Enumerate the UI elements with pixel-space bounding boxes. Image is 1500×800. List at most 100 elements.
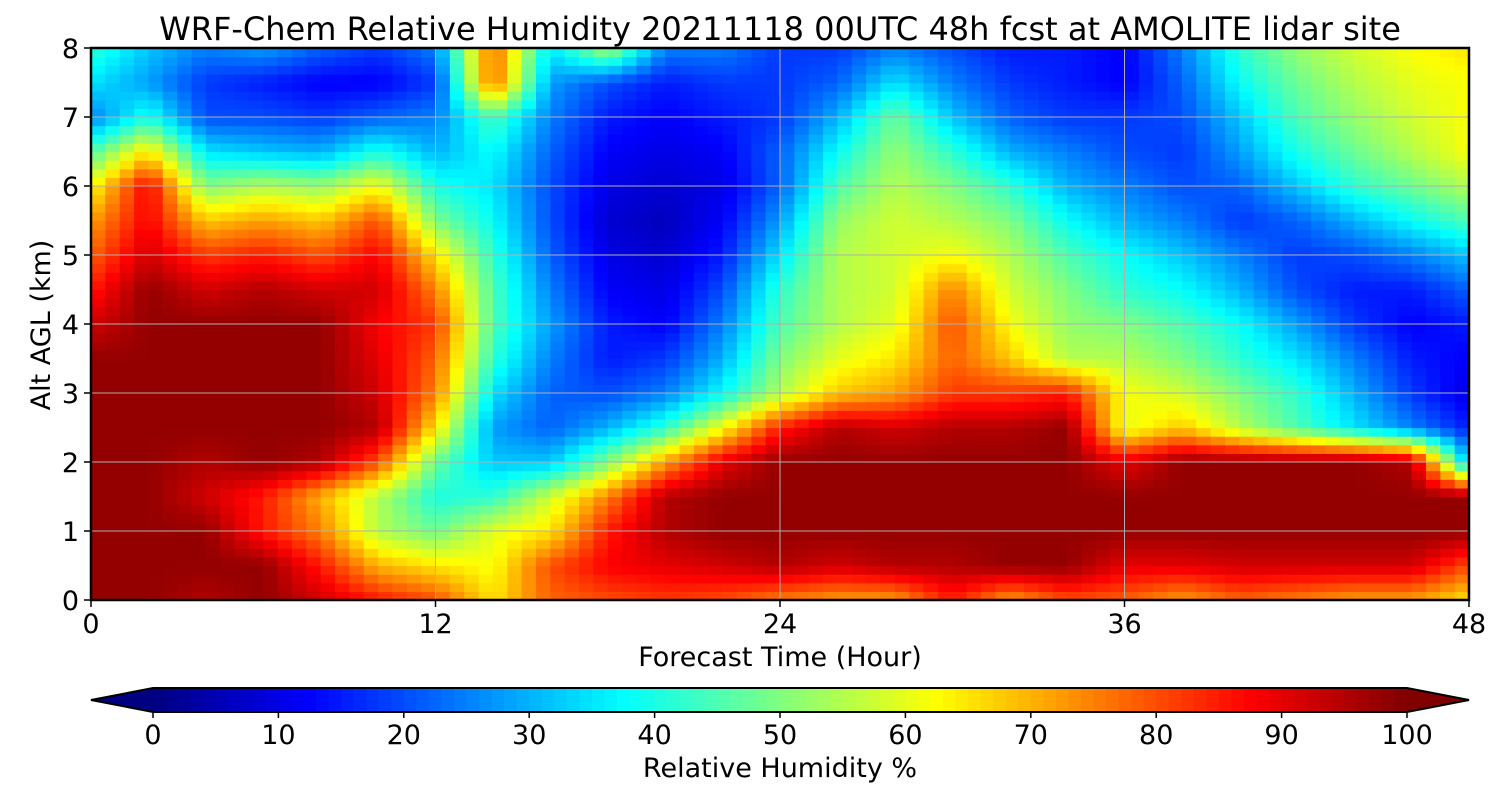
heatmap-cell [248, 565, 264, 575]
heatmap-cell [91, 565, 106, 575]
heatmap-cell [1210, 246, 1226, 256]
heatmap-cell [966, 591, 982, 600]
heatmap-cell [464, 427, 480, 437]
heatmap-cell [1081, 384, 1097, 394]
heatmap-cell [607, 151, 623, 161]
heatmap-cell [1397, 565, 1413, 575]
heatmap-cell [1124, 367, 1140, 377]
heatmap-cell [1052, 168, 1068, 178]
heatmap-cell [134, 324, 150, 334]
heatmap-cell [492, 556, 508, 567]
heatmap-cell [866, 436, 882, 446]
heatmap-cell [1368, 324, 1384, 334]
heatmap-cell [1196, 418, 1212, 429]
heatmap-cell [665, 574, 681, 584]
heatmap-cell [980, 298, 996, 308]
heatmap-cell [191, 324, 207, 334]
heatmap-cell [91, 418, 106, 429]
heatmap-cell [1440, 298, 1456, 308]
heatmap-cell [91, 591, 106, 600]
heatmap-cell [91, 531, 106, 541]
heatmap-cell [1124, 324, 1140, 334]
heatmap-cell [162, 393, 178, 403]
heatmap-cell [622, 332, 638, 342]
heatmap-cell [392, 306, 408, 316]
heatmap-cell [306, 160, 322, 170]
heatmap-cell [349, 211, 365, 222]
heatmap-cell [248, 522, 264, 532]
heatmap-cell [665, 220, 681, 230]
heatmap-cell [1052, 513, 1068, 523]
heatmap-cell [148, 142, 164, 153]
heatmap-cell [1210, 332, 1226, 342]
heatmap-cell [1311, 298, 1327, 308]
heatmap-cell [1296, 410, 1312, 420]
heatmap-cell [535, 574, 551, 584]
heatmap-cell [823, 410, 839, 420]
heatmap-cell [1282, 306, 1298, 316]
heatmap-cell [650, 444, 666, 454]
heatmap-cell [1167, 505, 1183, 515]
heatmap-cell [464, 255, 480, 265]
heatmap-cell [263, 410, 279, 420]
heatmap-cell [593, 582, 609, 592]
heatmap-cell [1454, 168, 1469, 178]
heatmap-cell [1009, 462, 1025, 472]
heatmap-cell [248, 539, 264, 549]
heatmap-cell [1224, 203, 1240, 213]
heatmap-cell [1210, 513, 1226, 523]
heatmap-cell [1024, 444, 1039, 454]
heatmap-cell [579, 522, 594, 532]
heatmap-cell [736, 298, 752, 308]
heatmap-cell [966, 505, 982, 515]
heatmap-cell [1425, 539, 1441, 549]
heatmap-cell [780, 168, 795, 178]
heatmap-cell [1239, 255, 1255, 265]
heatmap-cell [952, 470, 968, 480]
heatmap-cell [119, 237, 135, 247]
heatmap-cell [894, 211, 910, 222]
heatmap-cell [837, 220, 853, 230]
heatmap-cell [765, 367, 781, 377]
heatmap-cell [794, 582, 810, 592]
heatmap-cell [1339, 220, 1355, 230]
heatmap-cell [521, 298, 537, 308]
heatmap-cell [751, 151, 767, 161]
heatmap-cell [765, 427, 781, 437]
heatmap-cell [708, 487, 724, 498]
heatmap-cell [1253, 298, 1269, 308]
heatmap-cell [478, 556, 494, 567]
heatmap-cell [1224, 349, 1240, 360]
heatmap-cell [392, 280, 408, 291]
heatmap-cell [507, 211, 523, 222]
heatmap-cell [162, 151, 178, 161]
heatmap-cell [1110, 436, 1126, 446]
heatmap-cell [1339, 255, 1355, 265]
heatmap-cell [1138, 418, 1154, 429]
heatmap-cell [421, 289, 437, 299]
heatmap-cell [1210, 367, 1226, 377]
heatmap-cell [220, 401, 236, 411]
heatmap-cell [220, 470, 236, 480]
heatmap-cell [966, 453, 982, 463]
heatmap-cell [277, 298, 293, 308]
heatmap-cell [220, 367, 236, 377]
heatmap-cell [679, 565, 695, 575]
heatmap-cell [306, 505, 322, 515]
heatmap-cell [693, 367, 709, 377]
heatmap-cell [91, 341, 106, 351]
heatmap-cell [1425, 315, 1441, 325]
heatmap-cell [421, 255, 437, 265]
heatmap-cell [291, 531, 307, 541]
heatmap-cell [91, 444, 106, 454]
heatmap-cell [1024, 263, 1039, 273]
heatmap-cell [134, 341, 150, 351]
heatmap-cell [378, 522, 394, 532]
heatmap-cell [952, 462, 968, 472]
heatmap-cell [291, 487, 307, 498]
heatmap-cell [335, 289, 350, 299]
heatmap-cell [708, 505, 724, 515]
heatmap-cell [765, 255, 781, 265]
heatmap-cell [248, 255, 264, 265]
heatmap-cell [1268, 556, 1283, 567]
